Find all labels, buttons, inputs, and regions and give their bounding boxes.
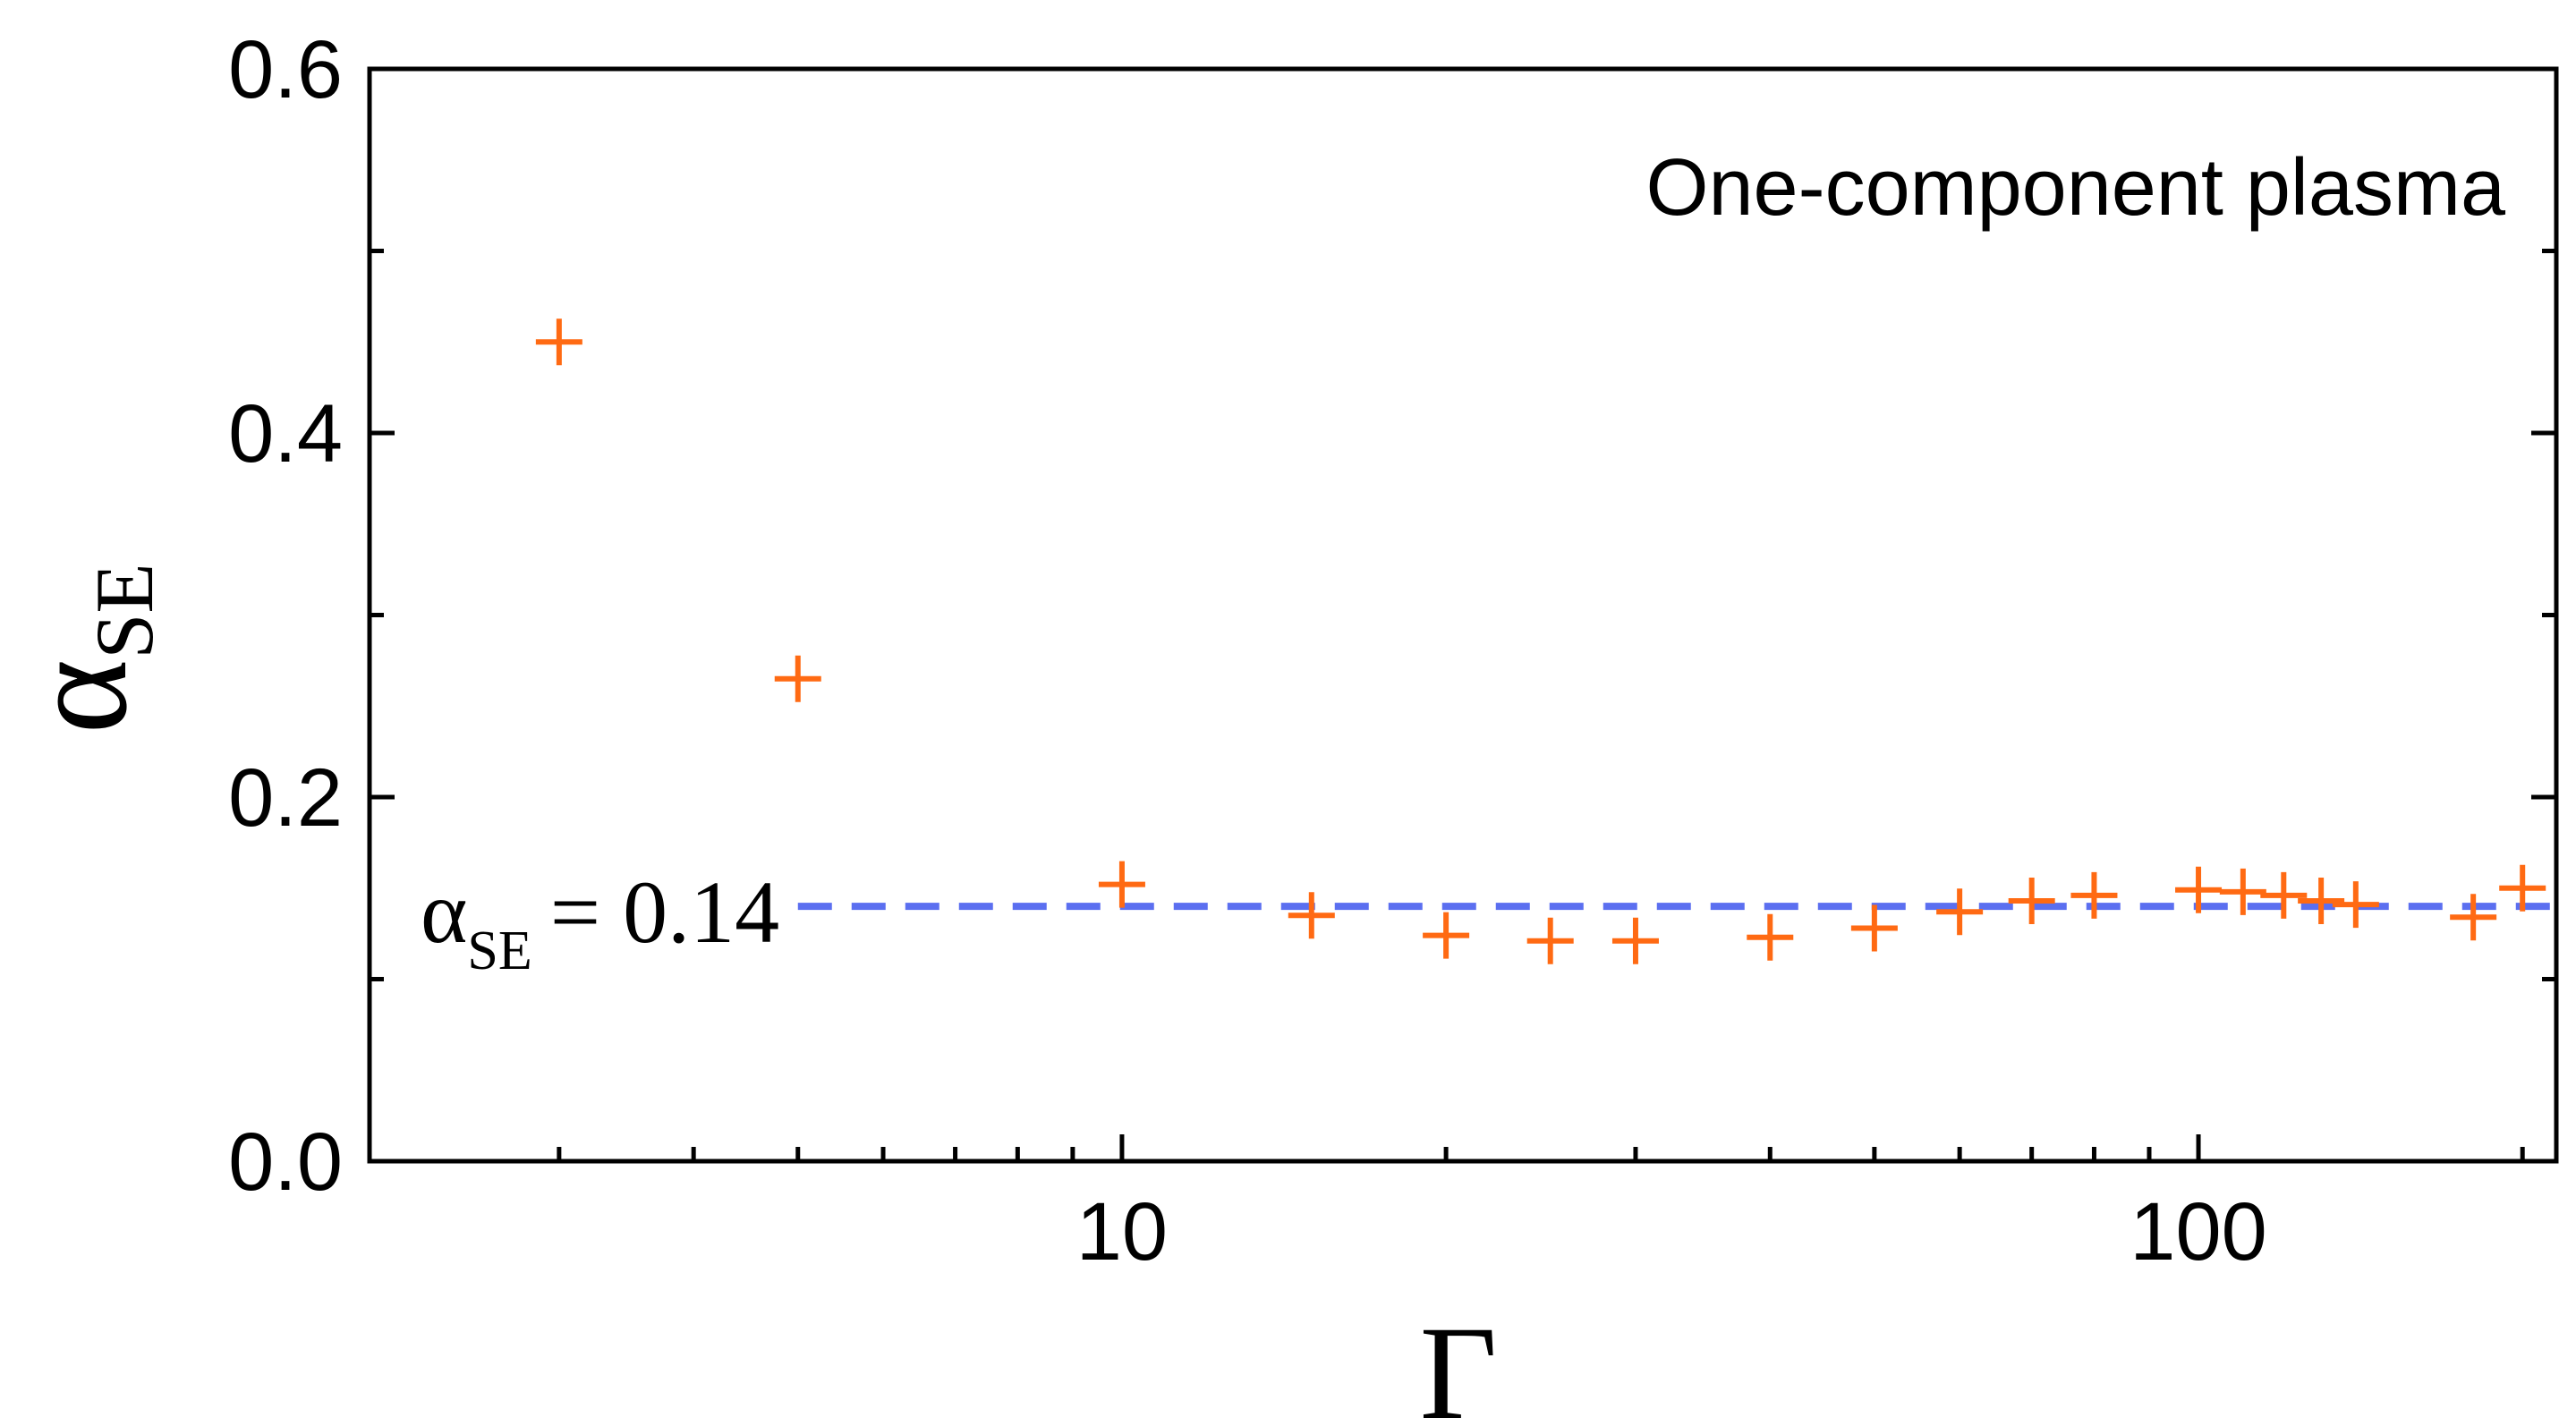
ref-label-text: = 0.14 <box>550 862 779 962</box>
data-point <box>2175 866 2223 913</box>
data-point <box>1747 913 1794 961</box>
y-minor-ticks <box>370 249 2556 981</box>
data-point <box>1423 912 1470 959</box>
x-tick-labels: 10 100 <box>1076 1186 2267 1277</box>
y-axis-label: αSE <box>0 563 170 734</box>
svg-text:αSE= 0.14: αSE = 0.14 <box>421 862 779 981</box>
y-tick-label: 0.2 <box>228 752 343 844</box>
ref-label-subscript: SE <box>467 921 531 981</box>
y-axis-label-subscript: SE <box>79 563 170 658</box>
data-point <box>1526 917 1574 964</box>
data-point <box>2450 894 2497 941</box>
data-point <box>2070 871 2118 919</box>
svg-text:αSE: αSE <box>0 563 170 734</box>
data-point <box>1850 904 1898 952</box>
x-tick-label: 10 <box>1076 1186 1168 1277</box>
data-point <box>774 655 821 702</box>
y-tick-label: 0.0 <box>228 1116 343 1208</box>
data-point <box>2499 864 2546 912</box>
y-tick-labels: 0.0 0.2 0.4 0.6 <box>228 24 343 1208</box>
data-point <box>2260 871 2308 919</box>
y-axis-label-symbol: α <box>0 659 157 734</box>
data-point <box>2008 877 2055 924</box>
plot-frame <box>367 66 2559 1164</box>
x-ticks <box>367 1134 2525 1161</box>
data-point <box>1936 888 1984 936</box>
x-axis-label: Γ <box>1420 1299 1498 1426</box>
y-tick-label: 0.6 <box>228 24 343 115</box>
annotation-label: One-component plasma <box>1645 143 2505 233</box>
data-point <box>1611 917 1659 964</box>
data-point <box>2298 877 2345 924</box>
data-point <box>1098 861 1145 908</box>
data-point <box>535 318 582 366</box>
x-tick-label: 100 <box>2130 1186 2267 1277</box>
ref-label-symbol: α <box>421 862 467 962</box>
reference-line-label: αSE = 0.14 <box>421 862 779 981</box>
data-point <box>2219 868 2266 915</box>
data-points <box>535 318 2546 964</box>
data-point <box>1288 892 1335 939</box>
y-major-ticks <box>370 66 2556 1164</box>
data-point <box>2332 881 2379 929</box>
y-tick-label: 0.4 <box>228 388 343 480</box>
